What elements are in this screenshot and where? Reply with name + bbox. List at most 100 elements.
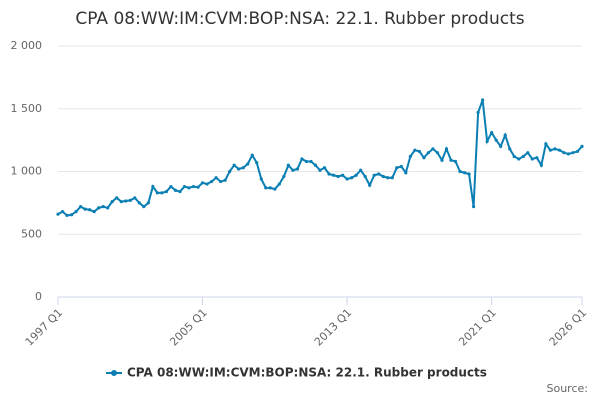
point [562, 151, 566, 155]
y-tick-label: 1 000 [11, 165, 43, 178]
point [273, 187, 277, 191]
point [232, 163, 236, 167]
point [155, 191, 159, 195]
x-tick-label: 2026 Q1 [547, 306, 590, 349]
point [160, 191, 164, 195]
point [548, 148, 552, 152]
point [350, 176, 354, 180]
point [191, 184, 196, 189]
x-tick-label: 2021 Q1 [456, 306, 499, 349]
point [110, 200, 114, 204]
point [580, 144, 584, 148]
point [422, 156, 426, 160]
point [178, 189, 182, 194]
point [345, 177, 349, 181]
point [458, 169, 462, 174]
point [223, 178, 227, 182]
point [83, 207, 87, 211]
point [553, 147, 557, 151]
source: Source: [547, 382, 589, 395]
point [517, 157, 521, 161]
point [408, 154, 412, 159]
point [372, 173, 376, 177]
point [481, 98, 485, 102]
point [286, 163, 290, 167]
point [512, 154, 516, 159]
point [65, 213, 69, 218]
point [187, 186, 191, 190]
point [381, 174, 385, 179]
point [128, 198, 132, 202]
point [440, 158, 444, 162]
point [205, 182, 209, 186]
point [404, 171, 408, 175]
x-tick-label: 1997 Q1 [23, 306, 66, 349]
point [241, 166, 245, 170]
point [539, 163, 543, 167]
point [575, 149, 580, 154]
point [264, 186, 268, 190]
point [300, 157, 304, 161]
point [413, 148, 417, 152]
point [259, 177, 263, 181]
point [503, 133, 507, 137]
point [435, 151, 440, 155]
point [535, 156, 539, 160]
point [304, 159, 309, 164]
point [395, 166, 399, 170]
point [417, 149, 421, 154]
point [340, 173, 345, 177]
x-tick-label: 2013 Q1 [312, 306, 355, 349]
point [322, 166, 327, 170]
legend-label: CPA 08:WW:IM:CVM:BOP:NSA: 22.1. Rubber p… [127, 366, 487, 380]
point [327, 172, 331, 176]
point [119, 200, 123, 204]
point [490, 130, 494, 135]
point [142, 205, 146, 209]
point [115, 196, 119, 200]
point [169, 184, 173, 189]
point [182, 184, 187, 189]
point [313, 163, 318, 167]
point [318, 168, 322, 172]
point [444, 147, 449, 151]
point [246, 162, 250, 166]
point [476, 110, 480, 115]
point [78, 205, 83, 209]
point [151, 184, 155, 189]
point [485, 139, 489, 143]
point [282, 174, 286, 179]
point [453, 159, 458, 164]
point [368, 183, 372, 187]
point [97, 206, 101, 210]
y-tick-label: 500 [21, 227, 42, 240]
point [359, 168, 363, 172]
point [390, 176, 394, 180]
point [196, 185, 200, 189]
point [268, 186, 272, 190]
point [309, 159, 313, 164]
series-line [57, 99, 583, 217]
point [60, 210, 65, 214]
point [92, 210, 96, 214]
point [336, 174, 340, 179]
point [291, 168, 295, 172]
point [544, 142, 548, 146]
y-tick-label: 0 [35, 290, 42, 303]
point [214, 176, 218, 180]
point [146, 201, 150, 205]
point [331, 173, 336, 177]
point [255, 161, 259, 165]
point [228, 169, 232, 174]
point [462, 171, 467, 175]
point [467, 172, 471, 176]
point [56, 212, 60, 216]
point [571, 151, 575, 155]
y-tick-label: 1 500 [11, 102, 43, 115]
y-tick-label: 2 000 [11, 39, 43, 52]
point [237, 167, 241, 171]
point [101, 205, 105, 209]
point [88, 208, 92, 212]
point [566, 152, 571, 156]
